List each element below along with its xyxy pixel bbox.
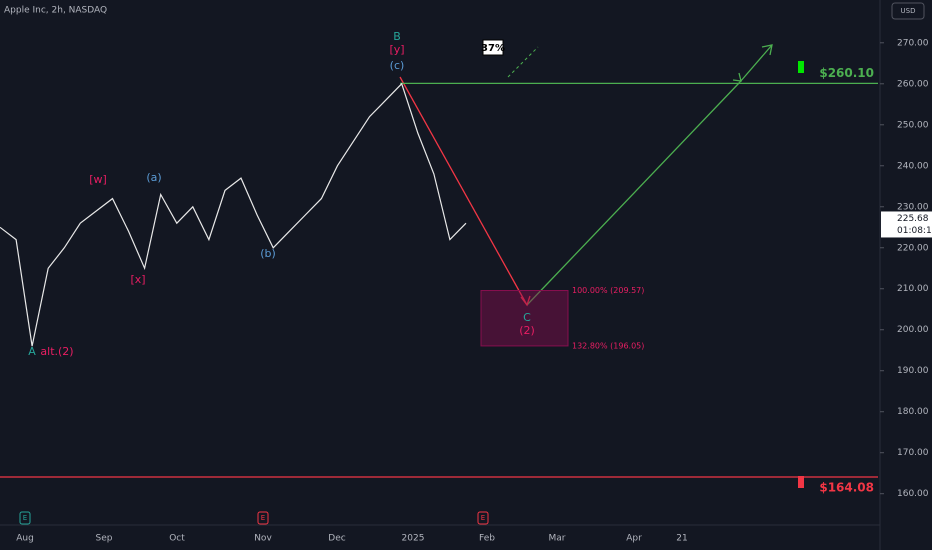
arrow-head [732, 72, 742, 82]
wave-label: alt.(2) [40, 345, 73, 358]
y-tick-label: 180.00 [897, 407, 929, 417]
price-tag [881, 211, 932, 238]
chart-title: Apple Inc, 2h, NASDAQ [4, 6, 107, 16]
projection-extension [739, 44, 773, 83]
event-label: E [261, 514, 265, 522]
wave-label: [x] [130, 273, 145, 286]
wave-label: [y] [389, 43, 404, 56]
x-tick-label: Feb [479, 534, 495, 544]
x-tick-label: Nov [254, 534, 272, 544]
y-tick-label: 230.00 [897, 202, 929, 212]
fib-label: 100.00% (209.57) [572, 286, 644, 295]
wave-label: [w] [89, 173, 107, 186]
countdown: 01:08:13 [897, 226, 932, 236]
probability: 37% [481, 43, 505, 54]
x-tick-label: 2025 [402, 534, 425, 544]
down-arrow [798, 476, 804, 488]
y-tick-label: 200.00 [897, 325, 929, 335]
stop-label: $164.08 [819, 480, 874, 494]
y-tick-label: 240.00 [897, 161, 929, 171]
wave-label: C [523, 311, 531, 324]
wave-label: (b) [260, 247, 276, 260]
x-tick-label: Mar [549, 534, 566, 544]
wave-label: B [393, 30, 401, 43]
event-marker [477, 511, 489, 525]
y-tick-label: 210.00 [897, 284, 929, 294]
wave-label: (a) [146, 171, 161, 184]
currency: USD [901, 7, 916, 15]
y-tick-label: 270.00 [897, 38, 929, 48]
event-label: E [23, 514, 27, 522]
currency-box [891, 2, 925, 20]
target-label: $260.10 [819, 66, 874, 80]
x-tick-label: Apr [626, 534, 642, 544]
event-marker [257, 511, 269, 525]
x-tick-label: Aug [16, 534, 34, 544]
x-tick-label: 21 [676, 534, 687, 544]
wave-label: (c) [390, 59, 405, 72]
x-tick-label: Oct [169, 534, 185, 544]
fib-label: 132.80% (196.05) [572, 341, 644, 350]
arrow-head [761, 44, 773, 56]
projection-up [526, 81, 741, 306]
probability-box [482, 39, 504, 56]
y-tick-label: 220.00 [897, 243, 929, 253]
price-line [0, 82, 467, 347]
projection-down [399, 76, 528, 306]
y-tick-label: 250.00 [897, 120, 929, 130]
projections [399, 39, 773, 307]
event-label: E [481, 514, 485, 522]
x-tick-label: Sep [96, 534, 113, 544]
current-price: 225.68 [897, 214, 929, 224]
alt-path [507, 46, 539, 78]
event-marker [19, 511, 31, 525]
wave-label: A [28, 345, 36, 358]
up-arrow [798, 61, 804, 73]
arrow-head [520, 295, 531, 307]
y-tick-label: 260.00 [897, 79, 929, 89]
y-tick-label: 190.00 [897, 366, 929, 376]
y-tick-label: 160.00 [897, 489, 929, 499]
wave-label: (2) [519, 324, 535, 337]
y-tick-label: 170.00 [897, 448, 929, 458]
x-tick-label: Dec [328, 534, 345, 544]
fib-zone [480, 290, 569, 347]
